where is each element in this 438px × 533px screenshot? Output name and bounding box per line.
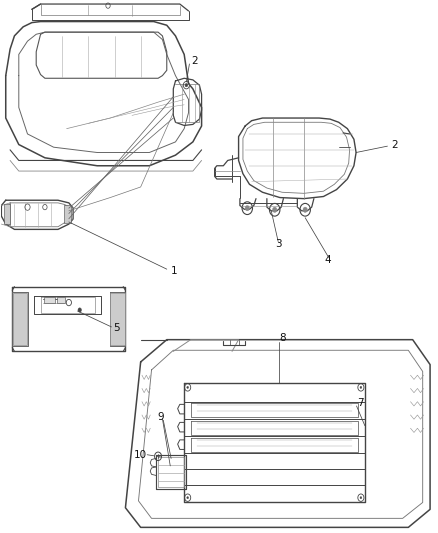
Circle shape [78,308,81,312]
Text: 2: 2 [191,56,198,66]
Circle shape [303,207,307,213]
Text: 5: 5 [114,323,120,333]
Circle shape [360,497,362,499]
Text: 2: 2 [391,140,398,150]
Circle shape [245,206,250,211]
Circle shape [360,386,362,389]
Bar [13,293,27,345]
Bar [4,204,10,224]
Text: 7: 7 [357,398,364,408]
Text: 4: 4 [324,255,331,265]
Bar [64,205,71,223]
Text: 1: 1 [171,266,178,276]
Bar [44,297,55,303]
Circle shape [272,207,277,213]
Circle shape [187,386,188,389]
Circle shape [185,84,187,87]
Text: 3: 3 [275,239,281,249]
Bar [110,293,124,345]
Bar [57,297,65,303]
Text: 9: 9 [157,411,164,422]
Text: 8: 8 [279,333,286,343]
Circle shape [187,497,188,499]
Text: 10: 10 [134,450,147,460]
